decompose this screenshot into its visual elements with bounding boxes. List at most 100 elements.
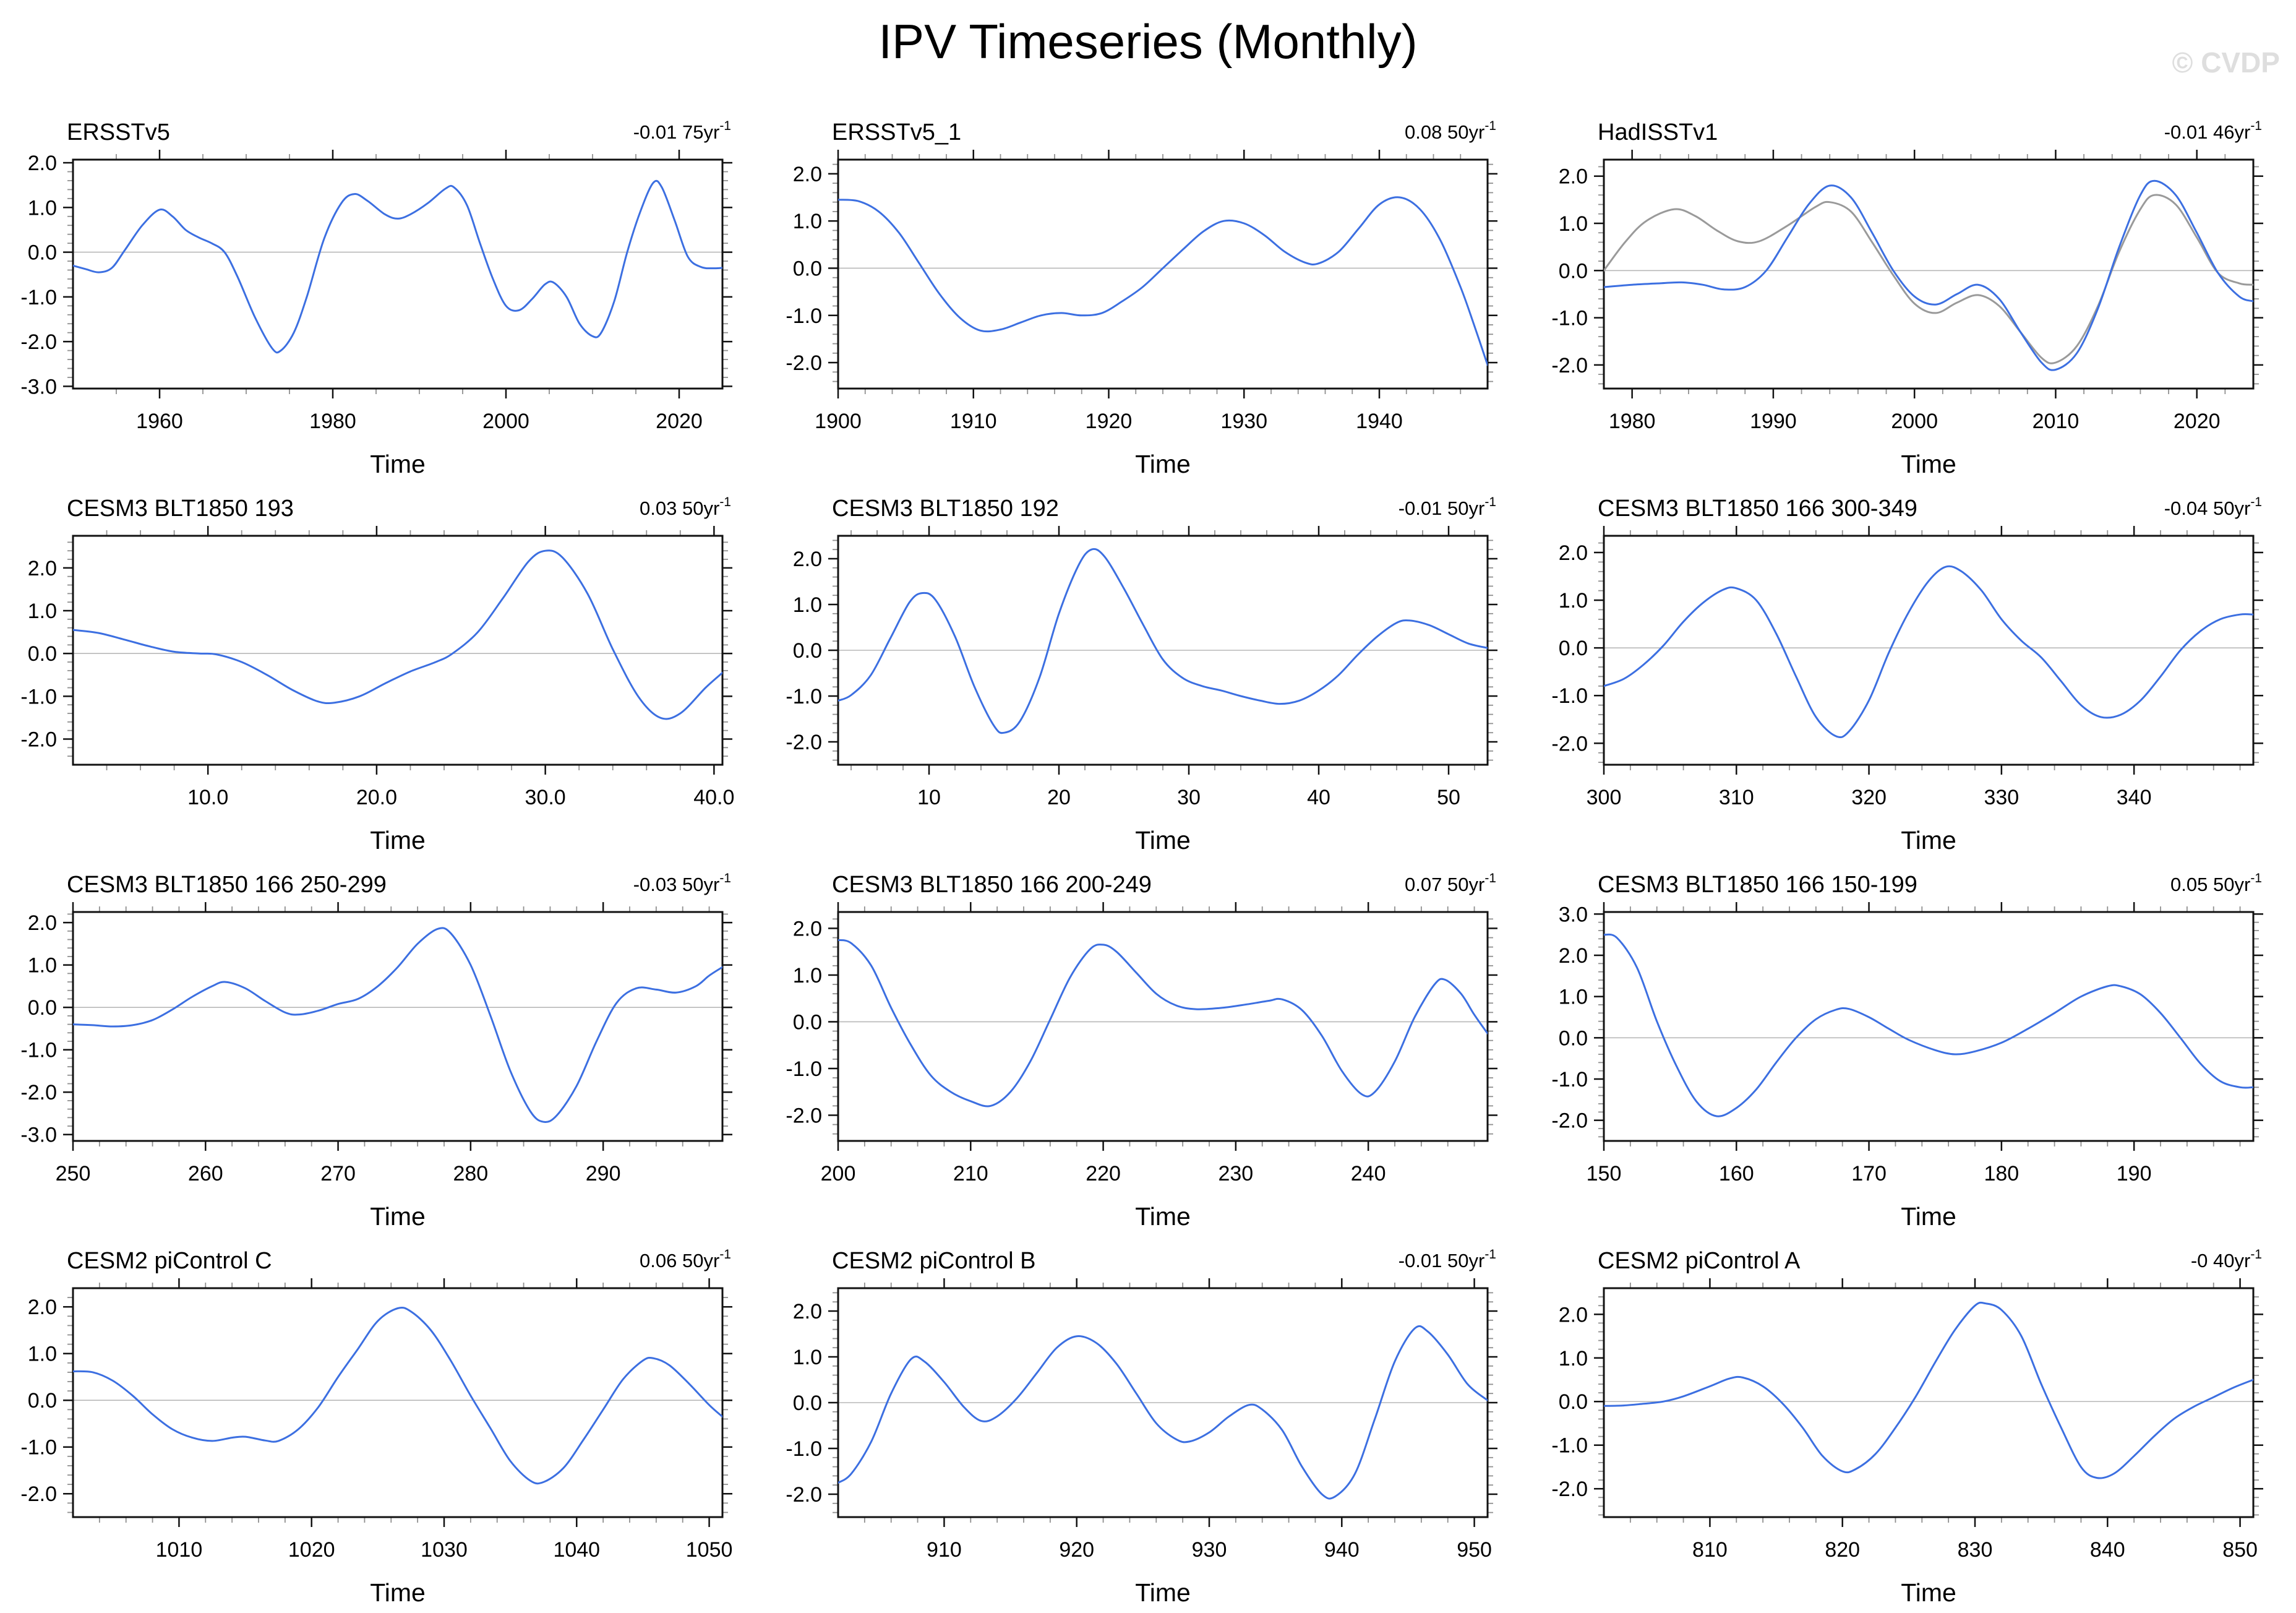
- trend-label: 0.06 50yr-1: [640, 1247, 731, 1271]
- y-tick-label: -2.0: [20, 1482, 57, 1506]
- subplot-cesm3-blt1850-193: 10.0 20.0 30.0 40.0 2.0 1.0 0.0 -1.0 -2.0 CESM3 B…: [0, 481, 765, 858]
- y-tick-label: 1.0: [793, 593, 822, 617]
- y-tick-label: 0.0: [793, 1391, 822, 1415]
- subplot-ersstv5: 1960 1980 2000 2020 2.0 1.0 0.0 -1.0 -2.0 -3.0 ERS…: [0, 105, 765, 481]
- time-axis-label: Time: [1901, 1202, 1956, 1231]
- y-tick-label: 2.0: [1558, 165, 1587, 189]
- subplot-cesm3-blt1850-166-300-349: 300 310 320 330 340 2.0 1.0 0.0 -1.0 -2.0 CESM3 BL…: [1531, 481, 2296, 858]
- chart-canvas: 1010 1020 1030 1040 1050 2.0 1.0 0.0 -1.0 -2.0 CES…: [20, 1247, 732, 1607]
- y-tick-label: 3.0: [1558, 903, 1587, 926]
- x-tick-label: 920: [1060, 1538, 1095, 1562]
- x-tick-label: 2000: [482, 410, 529, 433]
- chart-canvas: 1900 1910 1920 1930 1940 2.0 1.0 0.0 -1.0 -2.0 ERS…: [786, 119, 1498, 478]
- x-tick-label: 1980: [309, 410, 356, 433]
- y-tick-label: 1.0: [1558, 589, 1587, 613]
- series-path-cesm3-blt1850-193: [73, 549, 722, 720]
- series-path-ersstv5: [73, 179, 722, 354]
- x-tick-label: 290: [586, 1162, 621, 1185]
- y-tick-label: -1.0: [786, 1437, 823, 1461]
- series-path-cesm3-blt1850-192: [838, 548, 1488, 734]
- y-tick-label: -1.0: [20, 1039, 57, 1062]
- series-path-cesm3-blt1850-166-150-199: [1603, 933, 2253, 1117]
- x-tick-label: 160: [1719, 1162, 1754, 1185]
- x-tick-label: 1920: [1086, 410, 1133, 433]
- x-tick-label: 1030: [421, 1538, 468, 1562]
- y-tick-label: -2.0: [786, 351, 823, 375]
- series-path-hadisstv1: [1603, 179, 2253, 371]
- series-path-cesm2-picontrol-c: [73, 1306, 722, 1485]
- time-axis-label: Time: [370, 826, 426, 854]
- subplot-title: ERSSTv5: [67, 119, 170, 145]
- trend-label: -0 40yr-1: [2190, 1247, 2261, 1271]
- y-tick-label: 2.0: [793, 917, 822, 940]
- x-tick-label: 930: [1192, 1538, 1227, 1562]
- y-tick-label: -2.0: [20, 330, 57, 354]
- time-axis-label: Time: [370, 450, 426, 478]
- subplot-title: CESM3 BLT1850 193: [67, 496, 294, 522]
- y-tick-label: 2.0: [28, 557, 57, 580]
- y-tick-label: -1.0: [1551, 307, 1588, 330]
- x-tick-label: 30.0: [525, 786, 566, 809]
- subplot-title: CESM3 BLT1850 166 200-249: [832, 872, 1152, 898]
- x-tick-label: 40.0: [693, 786, 734, 809]
- time-axis-label: Time: [1136, 450, 1191, 478]
- x-tick-label: 840: [2090, 1538, 2125, 1562]
- x-tick-label: 1900: [815, 410, 862, 433]
- y-tick-label: -1.0: [20, 1436, 57, 1460]
- x-tick-label: 910: [927, 1538, 962, 1562]
- y-tick-label: 0.0: [28, 642, 57, 666]
- trend-label: -0.03 50yr-1: [633, 871, 731, 895]
- x-tick-label: 830: [1957, 1538, 1992, 1562]
- plot-frame: [837, 1287, 1489, 1518]
- series-path-cesm3-blt1850-166-250-299: [73, 927, 722, 1123]
- chart-canvas: 1980 1990 2000 2010 2020 2.0 1.0 0.0 -1.0 -2.0 Had…: [1551, 119, 2263, 478]
- y-tick-label: 2.0: [793, 163, 822, 186]
- x-tick-label: 1960: [136, 410, 183, 433]
- y-tick-label: 0.0: [1558, 637, 1587, 660]
- y-tick-label: -2.0: [20, 1081, 57, 1104]
- x-tick-label: 200: [821, 1162, 856, 1185]
- subplot-title: CESM3 BLT1850 166 150-199: [1598, 872, 1917, 898]
- subplot-title: ERSSTv5_1: [832, 119, 961, 145]
- y-tick-label: 2.0: [28, 911, 57, 935]
- plot-frame: [837, 158, 1489, 390]
- x-tick-label: 2000: [1891, 410, 1938, 433]
- y-tick-label: -1.0: [786, 685, 823, 708]
- chart-canvas: 300 310 320 330 340 2.0 1.0 0.0 -1.0 -2.0 CESM3 BL…: [1551, 495, 2263, 854]
- subplot-hadisstv1: 1980 1990 2000 2010 2020 2.0 1.0 0.0 -1.0 -2.0 Had…: [1531, 105, 2296, 481]
- y-tick-label: -1.0: [20, 286, 57, 309]
- y-tick-label: 1.0: [1558, 986, 1587, 1009]
- y-tick-label: 2.0: [793, 1300, 822, 1323]
- y-tick-label: -1.0: [786, 1057, 823, 1081]
- chart-canvas: 10 20 30 40 50 2.0 1.0 0.0 -1.0 -2.0 CESM3 BLT1850…: [786, 495, 1498, 854]
- trend-label: -0.01 50yr-1: [1399, 495, 1496, 519]
- time-axis-label: Time: [1901, 826, 1956, 854]
- y-tick-label: -2.0: [1551, 732, 1588, 755]
- y-tick-label: 1.0: [1558, 1347, 1587, 1370]
- x-tick-label: 240: [1351, 1162, 1386, 1185]
- x-tick-label: 280: [453, 1162, 488, 1185]
- x-tick-label: 320: [1851, 786, 1887, 809]
- x-tick-label: 310: [1719, 786, 1754, 809]
- x-tick-label: 10: [917, 786, 941, 809]
- x-tick-label: 2010: [2032, 410, 2079, 433]
- x-tick-label: 940: [1324, 1538, 1360, 1562]
- x-tick-label: 20.0: [356, 786, 397, 809]
- subplot-cesm3-blt1850-192: 10 20 30 40 50 2.0 1.0 0.0 -1.0 -2.0 CESM3 BLT1850…: [765, 481, 1530, 858]
- time-axis-label: Time: [370, 1578, 426, 1607]
- x-tick-label: 270: [320, 1162, 356, 1185]
- plot-frame: [1603, 158, 2255, 390]
- y-tick-label: 1.0: [793, 964, 822, 987]
- y-tick-label: 2.0: [28, 152, 57, 175]
- series-path-cesm3-blt1850-166-300-349: [1603, 565, 2253, 739]
- x-tick-label: 230: [1219, 1162, 1254, 1185]
- subplot-cesm2-picontrol-a: 810 820 830 840 850 2.0 1.0 0.0 -1.0 -2.0 CESM2 pi…: [1531, 1234, 2296, 1610]
- trend-label: 0.03 50yr-1: [640, 495, 731, 519]
- y-tick-label: -1.0: [1551, 1434, 1588, 1458]
- y-tick-label: 1.0: [28, 600, 57, 623]
- x-tick-label: 220: [1086, 1162, 1121, 1185]
- y-tick-label: 1.0: [793, 210, 822, 233]
- series-path-cesm2-picontrol-b: [838, 1325, 1488, 1500]
- plot-frame: [72, 535, 724, 766]
- chart-canvas: 150 160 170 180 190 3.0 2.0 1.0 0.0 -1.0 -2.0 CESM3…: [1551, 871, 2263, 1231]
